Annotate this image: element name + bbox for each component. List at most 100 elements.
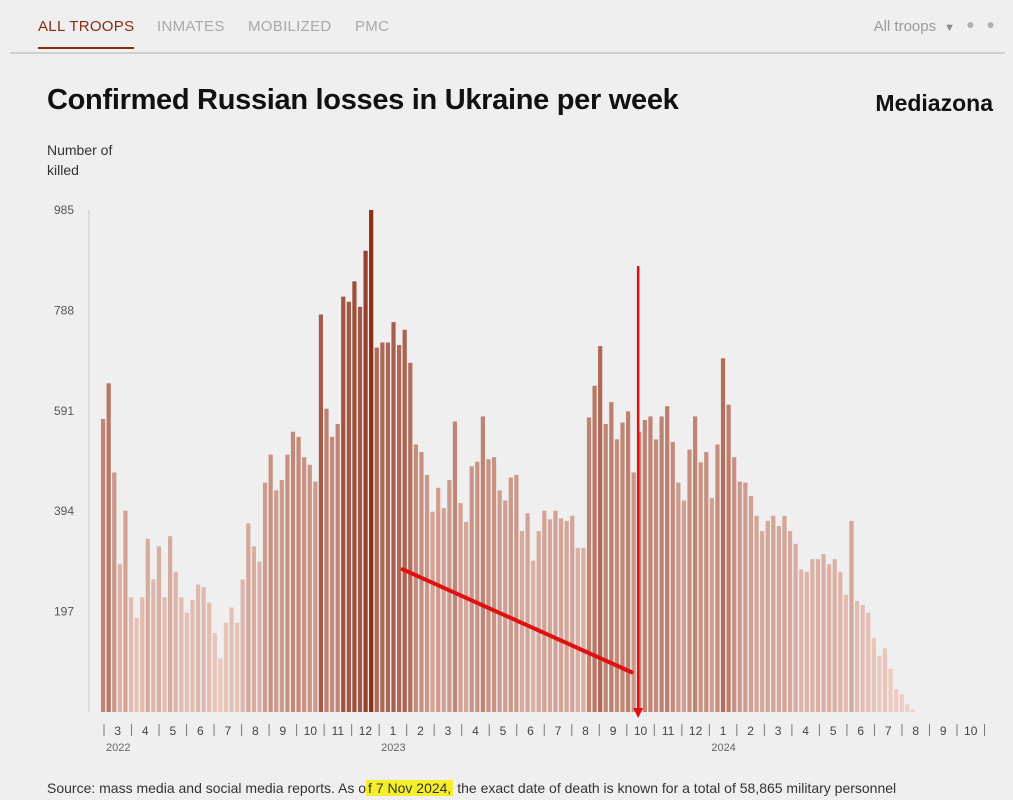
bar bbox=[279, 480, 284, 712]
bar bbox=[302, 457, 307, 712]
bar bbox=[598, 346, 603, 712]
bar bbox=[553, 510, 558, 712]
bar bbox=[894, 689, 899, 712]
x-tick-label: 10 bbox=[304, 724, 318, 738]
bar bbox=[547, 519, 552, 712]
x-tick-label: 2 bbox=[417, 724, 424, 738]
bar bbox=[899, 694, 904, 712]
x-tick-label: 11 bbox=[332, 724, 345, 738]
bar bbox=[614, 439, 620, 712]
bar bbox=[117, 564, 122, 712]
x-tick-label: 10 bbox=[634, 724, 648, 738]
bar bbox=[207, 602, 212, 712]
bar bbox=[570, 515, 575, 712]
tab-all-troops[interactable]: ALL TROOPS bbox=[38, 18, 135, 49]
bar bbox=[313, 481, 318, 712]
bar bbox=[413, 444, 418, 712]
bar bbox=[670, 441, 675, 712]
bar bbox=[854, 600, 860, 712]
bar bbox=[843, 594, 848, 712]
bar bbox=[274, 490, 279, 712]
x-tick-label: 4 bbox=[142, 724, 149, 738]
tab-pmc[interactable]: PMC bbox=[355, 18, 390, 35]
bar bbox=[536, 531, 541, 712]
bar bbox=[179, 597, 184, 712]
bar bbox=[464, 521, 469, 712]
x-year-label: 2022 bbox=[106, 742, 130, 754]
bar bbox=[151, 579, 156, 712]
y-axis-label: Number of killed bbox=[47, 142, 113, 178]
more-dots-icon[interactable]: ● ● bbox=[966, 16, 999, 32]
bar bbox=[235, 622, 240, 712]
bar bbox=[910, 709, 916, 712]
x-tick-label: 8 bbox=[252, 724, 259, 738]
bar bbox=[542, 510, 547, 712]
bar bbox=[156, 546, 162, 712]
x-tick-label: 1 bbox=[390, 724, 397, 738]
bar bbox=[737, 481, 742, 712]
bar bbox=[871, 638, 876, 712]
bar bbox=[787, 531, 793, 712]
bar bbox=[564, 520, 569, 712]
bar bbox=[514, 475, 519, 712]
bar bbox=[765, 520, 770, 712]
bar bbox=[128, 597, 134, 712]
bar bbox=[676, 482, 681, 712]
bar bbox=[659, 416, 664, 712]
bar bbox=[581, 547, 586, 712]
troops-filter-dropdown[interactable]: All troops ▼ bbox=[874, 18, 955, 35]
bar bbox=[140, 597, 145, 712]
bar bbox=[134, 617, 139, 712]
bar bbox=[218, 658, 223, 712]
tab-mobilized[interactable]: MOBILIZED bbox=[248, 18, 332, 35]
bar bbox=[877, 655, 882, 712]
bar bbox=[609, 402, 614, 712]
bar bbox=[145, 538, 150, 712]
bar bbox=[391, 322, 396, 712]
bar bbox=[329, 436, 335, 712]
bar bbox=[436, 487, 441, 712]
bar bbox=[905, 704, 910, 712]
bar bbox=[592, 385, 597, 712]
bar bbox=[726, 404, 731, 712]
bar bbox=[620, 422, 625, 712]
bar bbox=[810, 559, 815, 712]
bar bbox=[698, 462, 703, 712]
bar bbox=[804, 571, 809, 712]
tab-inmates[interactable]: INMATES bbox=[157, 18, 225, 35]
x-year-label: 2024 bbox=[711, 742, 735, 754]
bar bbox=[480, 416, 485, 712]
bar bbox=[257, 561, 262, 712]
arrow-annotation-head bbox=[633, 708, 644, 718]
bar bbox=[642, 419, 647, 712]
bar bbox=[201, 587, 206, 712]
bar bbox=[497, 490, 502, 712]
bar bbox=[447, 480, 452, 712]
bar bbox=[681, 500, 687, 712]
bar bbox=[106, 383, 111, 712]
x-year-label: 2023 bbox=[381, 742, 405, 754]
x-tick-label: 10 bbox=[964, 724, 978, 738]
bar bbox=[251, 546, 256, 712]
bar bbox=[223, 622, 229, 712]
bar bbox=[653, 439, 659, 712]
x-tick-label: 3 bbox=[775, 724, 782, 738]
x-tick-label: 1 bbox=[720, 724, 727, 738]
bar bbox=[441, 508, 446, 712]
bar bbox=[452, 421, 458, 712]
x-tick-label: 8 bbox=[912, 724, 919, 738]
bar bbox=[860, 604, 865, 712]
bar bbox=[693, 416, 698, 712]
bar bbox=[458, 503, 463, 712]
bar bbox=[704, 452, 709, 712]
filter-label: All troops bbox=[873, 18, 937, 35]
bar bbox=[525, 513, 530, 712]
x-tick-label: 8 bbox=[582, 724, 589, 738]
bar bbox=[815, 559, 821, 712]
bar bbox=[827, 564, 832, 712]
x-tick-label: 7 bbox=[885, 724, 892, 738]
bar bbox=[262, 482, 268, 712]
x-tick-label: 9 bbox=[610, 724, 617, 738]
source-prefix: Source: mass media and social media repo… bbox=[47, 780, 367, 796]
